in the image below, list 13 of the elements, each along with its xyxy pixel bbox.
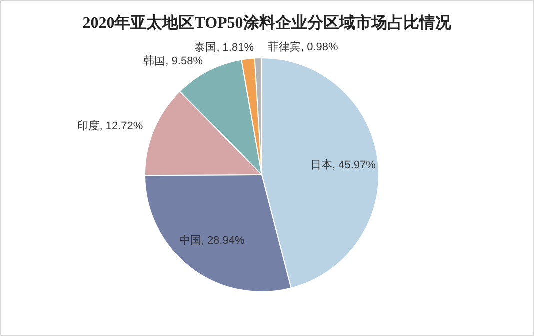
- slice-label: 日本: [310, 158, 333, 172]
- data-label: , 1.81%: [216, 42, 254, 54]
- slice-label: 泰国: [194, 42, 217, 54]
- data-label: , 28.94%: [201, 234, 245, 247]
- chart-title: 2020年亚太地区TOP50涂料企业分区域市场占比情况: [82, 14, 452, 32]
- data-label: , 45.97%: [332, 160, 376, 172]
- data-label: , 12.72%: [100, 120, 144, 133]
- slice-label: 菲律宾: [268, 40, 301, 54]
- data-label: , 9.58%: [166, 56, 204, 68]
- slice-label: 印度: [78, 120, 100, 133]
- data-label: , 0.98%: [301, 41, 339, 54]
- slice-label: 中国: [179, 234, 202, 247]
- slice-label: 韩国: [144, 54, 166, 68]
